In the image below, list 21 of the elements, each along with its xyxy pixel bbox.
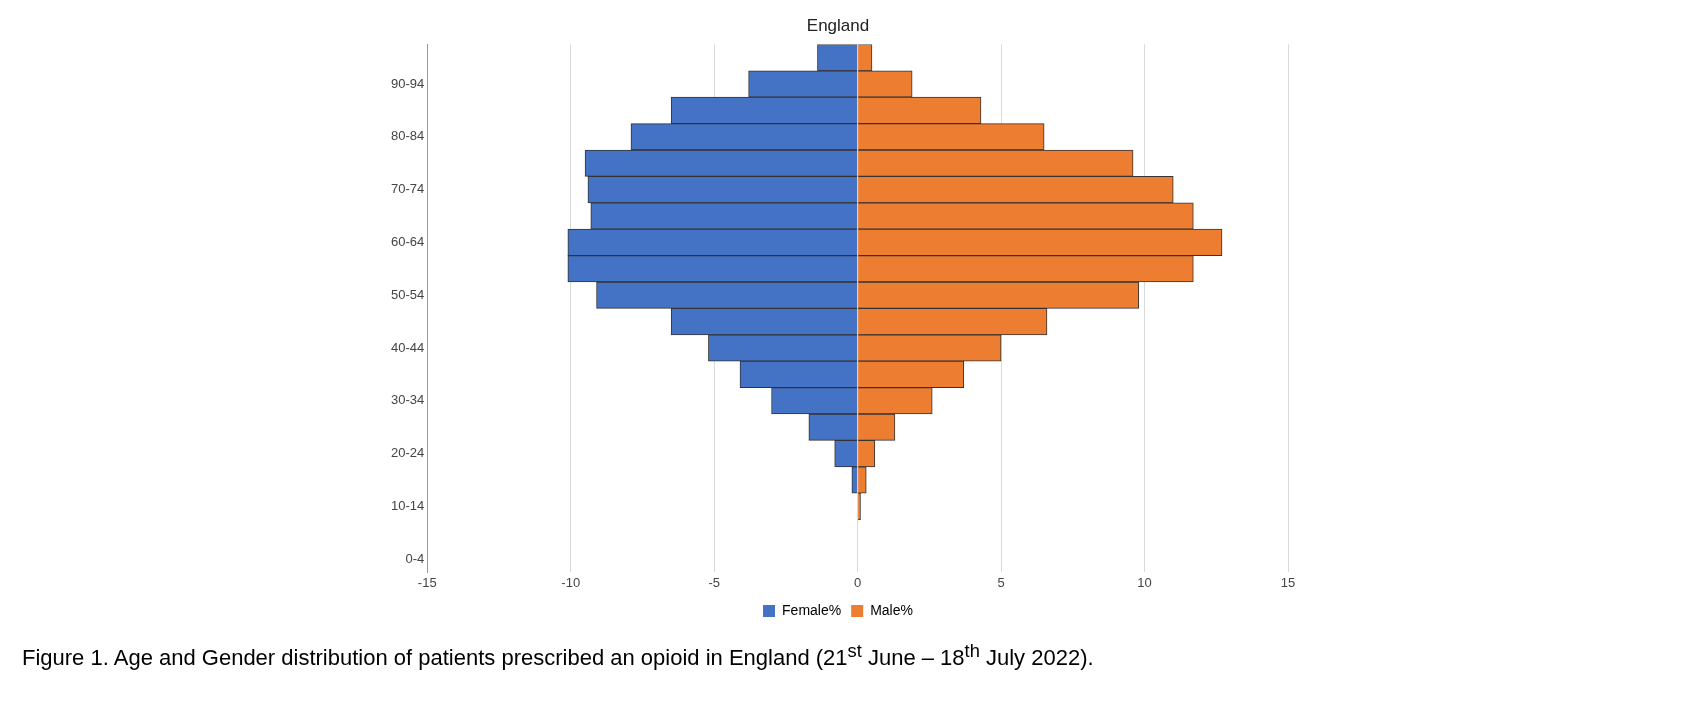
- legend-label: Male%: [870, 601, 913, 618]
- y-tick-label: 60-64: [391, 233, 425, 249]
- x-tick-label: -5: [708, 574, 720, 590]
- y-tick-label: 90-94: [391, 75, 425, 91]
- x-tick-label: 10: [1137, 574, 1152, 590]
- y-tick-label: 40-44: [391, 339, 425, 355]
- x-tick-label: 0: [854, 574, 862, 590]
- y-tick-label: 70-74: [391, 181, 425, 197]
- caption: Figure 1. Age and Gender distribution of patients prescribed an opioid in England (21$^{st}$ June – 18$^{th}$ July 2022).: [22, 640, 1095, 672]
- y-tick-label: 50-54: [391, 286, 425, 302]
- y-tick-label: 10-14: [391, 497, 425, 513]
- y-tick-label: 20-24: [391, 445, 425, 461]
- y-tick-label: 30-34: [391, 392, 425, 408]
- legend-label: Female%: [782, 601, 842, 618]
- x-tick-label: 15: [1280, 574, 1296, 590]
- chart-title: England: [806, 15, 870, 35]
- x-tick-label: -15: [417, 574, 437, 590]
- x-tick-label: 5: [997, 574, 1005, 590]
- y-tick-label: 80-84: [391, 128, 425, 144]
- x-tick-label: -10: [561, 574, 581, 590]
- y-tick-label: 0-4: [405, 550, 425, 566]
